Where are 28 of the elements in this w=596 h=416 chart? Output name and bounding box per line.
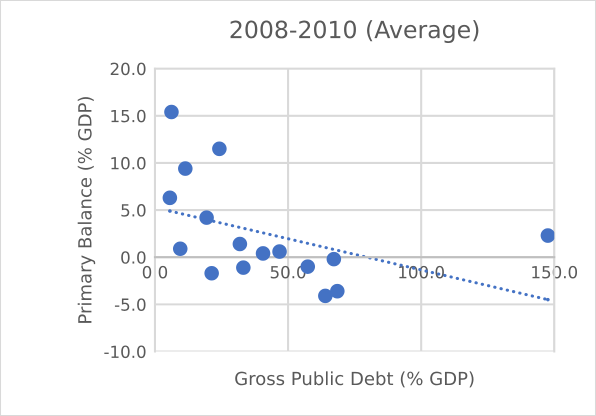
point [212, 142, 227, 156]
y-tick-label: 10.0 [111, 156, 146, 170]
x-axis-title: Gross Public Debt (% GDP) [235, 371, 474, 388]
point [236, 260, 251, 275]
chart-title: 2008-2010 (Average) [230, 20, 478, 43]
y-tick-label: 0.0 [121, 251, 146, 264]
y-tick-label: -10.0 [104, 345, 146, 358]
point [164, 104, 179, 120]
point [318, 288, 333, 304]
point [162, 190, 178, 206]
point [232, 236, 248, 252]
point [172, 241, 188, 256]
point [540, 228, 554, 243]
y-tick-label: 5.0 [121, 204, 146, 217]
y-axis-title: Primary Balance (% GDP) [78, 97, 96, 323]
x-tick-label: 0.0 [142, 266, 168, 278]
point [256, 246, 270, 261]
point [330, 284, 345, 298]
point [326, 252, 342, 266]
point [546, 298, 550, 302]
point [199, 210, 214, 225]
point [272, 244, 287, 259]
y-tick-label: 15.0 [111, 110, 146, 122]
point [168, 209, 172, 213]
y-tick-label: -5.0 [114, 298, 146, 311]
point [178, 161, 193, 176]
point [204, 266, 219, 281]
y-tick-label: 20.0 [110, 62, 146, 76]
